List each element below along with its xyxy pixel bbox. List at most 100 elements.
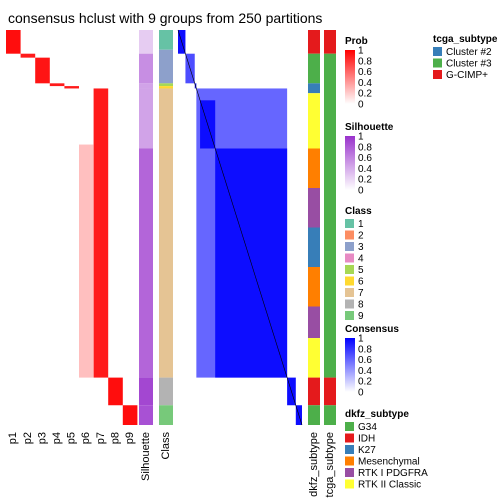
legend-prob-tick-1: 0.8 xyxy=(358,56,372,67)
heatmap-body xyxy=(6,29,336,426)
legend-dkfz-label-0: G34 xyxy=(358,422,377,433)
membership-column-p3 xyxy=(35,30,50,425)
column-label-p2: p2 xyxy=(22,432,34,444)
class-cell-4 xyxy=(159,88,173,378)
membership-column-p5 xyxy=(64,30,79,425)
silhouette-cell-6 xyxy=(139,405,153,425)
legend-dkfz-swatch-3 xyxy=(345,456,354,466)
tcga-cell-2 xyxy=(324,377,336,406)
class-cell-1 xyxy=(159,49,173,84)
legend-dkfz-swatch-0 xyxy=(345,422,354,431)
membership-cell-2 xyxy=(35,57,50,84)
membership-column-p2 xyxy=(20,30,36,425)
legend-class-label-7: 8 xyxy=(358,300,364,311)
legend-prob-tick-5: 0 xyxy=(358,100,364,111)
legend-prob-bar xyxy=(345,50,355,104)
silhouette-cell-0 xyxy=(139,30,153,54)
legend-dkfz-label-4: RTK I PDGFRA xyxy=(358,468,428,479)
legend-class-title: Class xyxy=(345,206,372,217)
legend-consensus-title: Consensus xyxy=(345,324,399,335)
legend-consensus-tick-3: 0.4 xyxy=(358,366,372,377)
legend-dkfz-swatch-5 xyxy=(345,479,354,489)
class-cell-6 xyxy=(159,405,173,425)
tcga-cell-0 xyxy=(324,30,336,54)
membership-cell-p6 xyxy=(79,144,94,378)
class-cell-3 xyxy=(159,86,173,89)
legend-class-label-3: 4 xyxy=(358,254,364,265)
legend-silhouette-tick-0: 1 xyxy=(358,132,364,143)
column-label-class: Class xyxy=(160,432,172,460)
column-label-tcga: tcga_subtype xyxy=(324,432,336,497)
legend-class-label-4: 5 xyxy=(358,265,364,276)
dkfz-cell-1 xyxy=(308,53,320,84)
legend-class-label-8: 9 xyxy=(358,311,364,322)
class-cell-2 xyxy=(159,83,173,87)
membership-cell-7 xyxy=(122,405,138,425)
legend-class-label-6: 7 xyxy=(358,288,364,299)
dkfz-cell-2 xyxy=(308,83,320,94)
legend-class-swatch-0 xyxy=(345,219,354,228)
legend-class-swatch-1 xyxy=(345,230,354,240)
legend-consensus-tick-5: 0 xyxy=(358,388,364,399)
legend-class-label-1: 2 xyxy=(358,231,364,242)
legend-tcga-label-0: Cluster #2 xyxy=(446,47,492,58)
legend-silhouette-tick-4: 0.2 xyxy=(358,175,372,186)
legend-class-swatch-8 xyxy=(345,311,354,320)
dkfz-cell-7 xyxy=(308,267,320,307)
legend-tcga-swatch-2 xyxy=(433,70,442,79)
legend-prob-tick-0: 1 xyxy=(358,46,364,57)
chart-title: consensus hclust with 9 groups from 250 … xyxy=(8,10,322,26)
legend-dkfz-swatch-1 xyxy=(345,433,354,443)
legend-consensus-bar xyxy=(345,338,355,392)
silhouette-cell-2 xyxy=(139,83,153,89)
membership-column-p1 xyxy=(6,30,21,425)
tcga-cell-3 xyxy=(324,405,336,425)
legend-silhouette-tick-1: 0.8 xyxy=(358,142,372,153)
dkfz-cell-10 xyxy=(308,377,320,406)
legend-class-label-0: 1 xyxy=(358,219,364,230)
membership-column-p4 xyxy=(49,30,65,425)
legend-tcga-label-1: Cluster #3 xyxy=(446,59,492,70)
legend-dkfz-label-2: K27 xyxy=(358,445,376,456)
membership-cell-4 xyxy=(64,86,79,89)
legend-tcga-label-2: G-CIMP+ xyxy=(446,70,488,81)
legend-prob-tick-4: 0.2 xyxy=(358,89,372,100)
legend-dkfz-swatch-4 xyxy=(345,468,354,477)
dkfz-cell-0 xyxy=(308,30,320,54)
dkfz-cell-3 xyxy=(308,93,320,149)
legend-silhouette-title: Silhouette xyxy=(345,122,394,133)
column-label-dkfz: dkfz_subtype xyxy=(308,432,320,497)
membership-cell-5 xyxy=(93,88,109,378)
legend-tcga-swatch-1 xyxy=(433,58,442,68)
legend-dkfz-label-3: Mesenchymal xyxy=(358,457,420,468)
legend-class-label-2: 3 xyxy=(358,242,364,253)
legend-prob-tick-3: 0.4 xyxy=(358,78,372,89)
column-label-p1: p1 xyxy=(7,432,19,444)
legend-dkfz-label-5: RTK II Classic xyxy=(358,480,421,491)
legend-silhouette-tick-5: 0 xyxy=(358,186,364,197)
membership-cell-6 xyxy=(108,377,123,406)
silhouette-cell-3 xyxy=(139,88,153,149)
column-label-p5: p5 xyxy=(66,432,78,444)
silhouette-cell-4 xyxy=(139,148,153,378)
silhouette-cell-1 xyxy=(139,53,153,84)
legend-consensus-tick-4: 0.2 xyxy=(358,377,372,388)
legend-class-swatch-6 xyxy=(345,288,354,297)
column-label-p8: p8 xyxy=(109,432,121,444)
membership-cell-3 xyxy=(49,83,65,87)
consensus-diagonal xyxy=(177,29,303,426)
legend-dkfz-swatch-2 xyxy=(345,445,354,454)
silhouette-cell-5 xyxy=(139,377,153,406)
column-label-p7: p7 xyxy=(95,432,107,444)
legend-class-swatch-5 xyxy=(345,276,354,286)
legend-silhouette-tick-2: 0.6 xyxy=(358,153,372,164)
membership-cell-0 xyxy=(6,30,21,54)
legend-class-swatch-4 xyxy=(345,265,354,274)
membership-cell-1 xyxy=(20,53,36,58)
column-label-p4: p4 xyxy=(51,432,63,444)
legend-silhouette-tick-3: 0.4 xyxy=(358,164,372,175)
legend-prob-title: Prob xyxy=(345,36,368,47)
class-cell-0 xyxy=(159,30,173,50)
class-cell-5 xyxy=(159,377,173,406)
